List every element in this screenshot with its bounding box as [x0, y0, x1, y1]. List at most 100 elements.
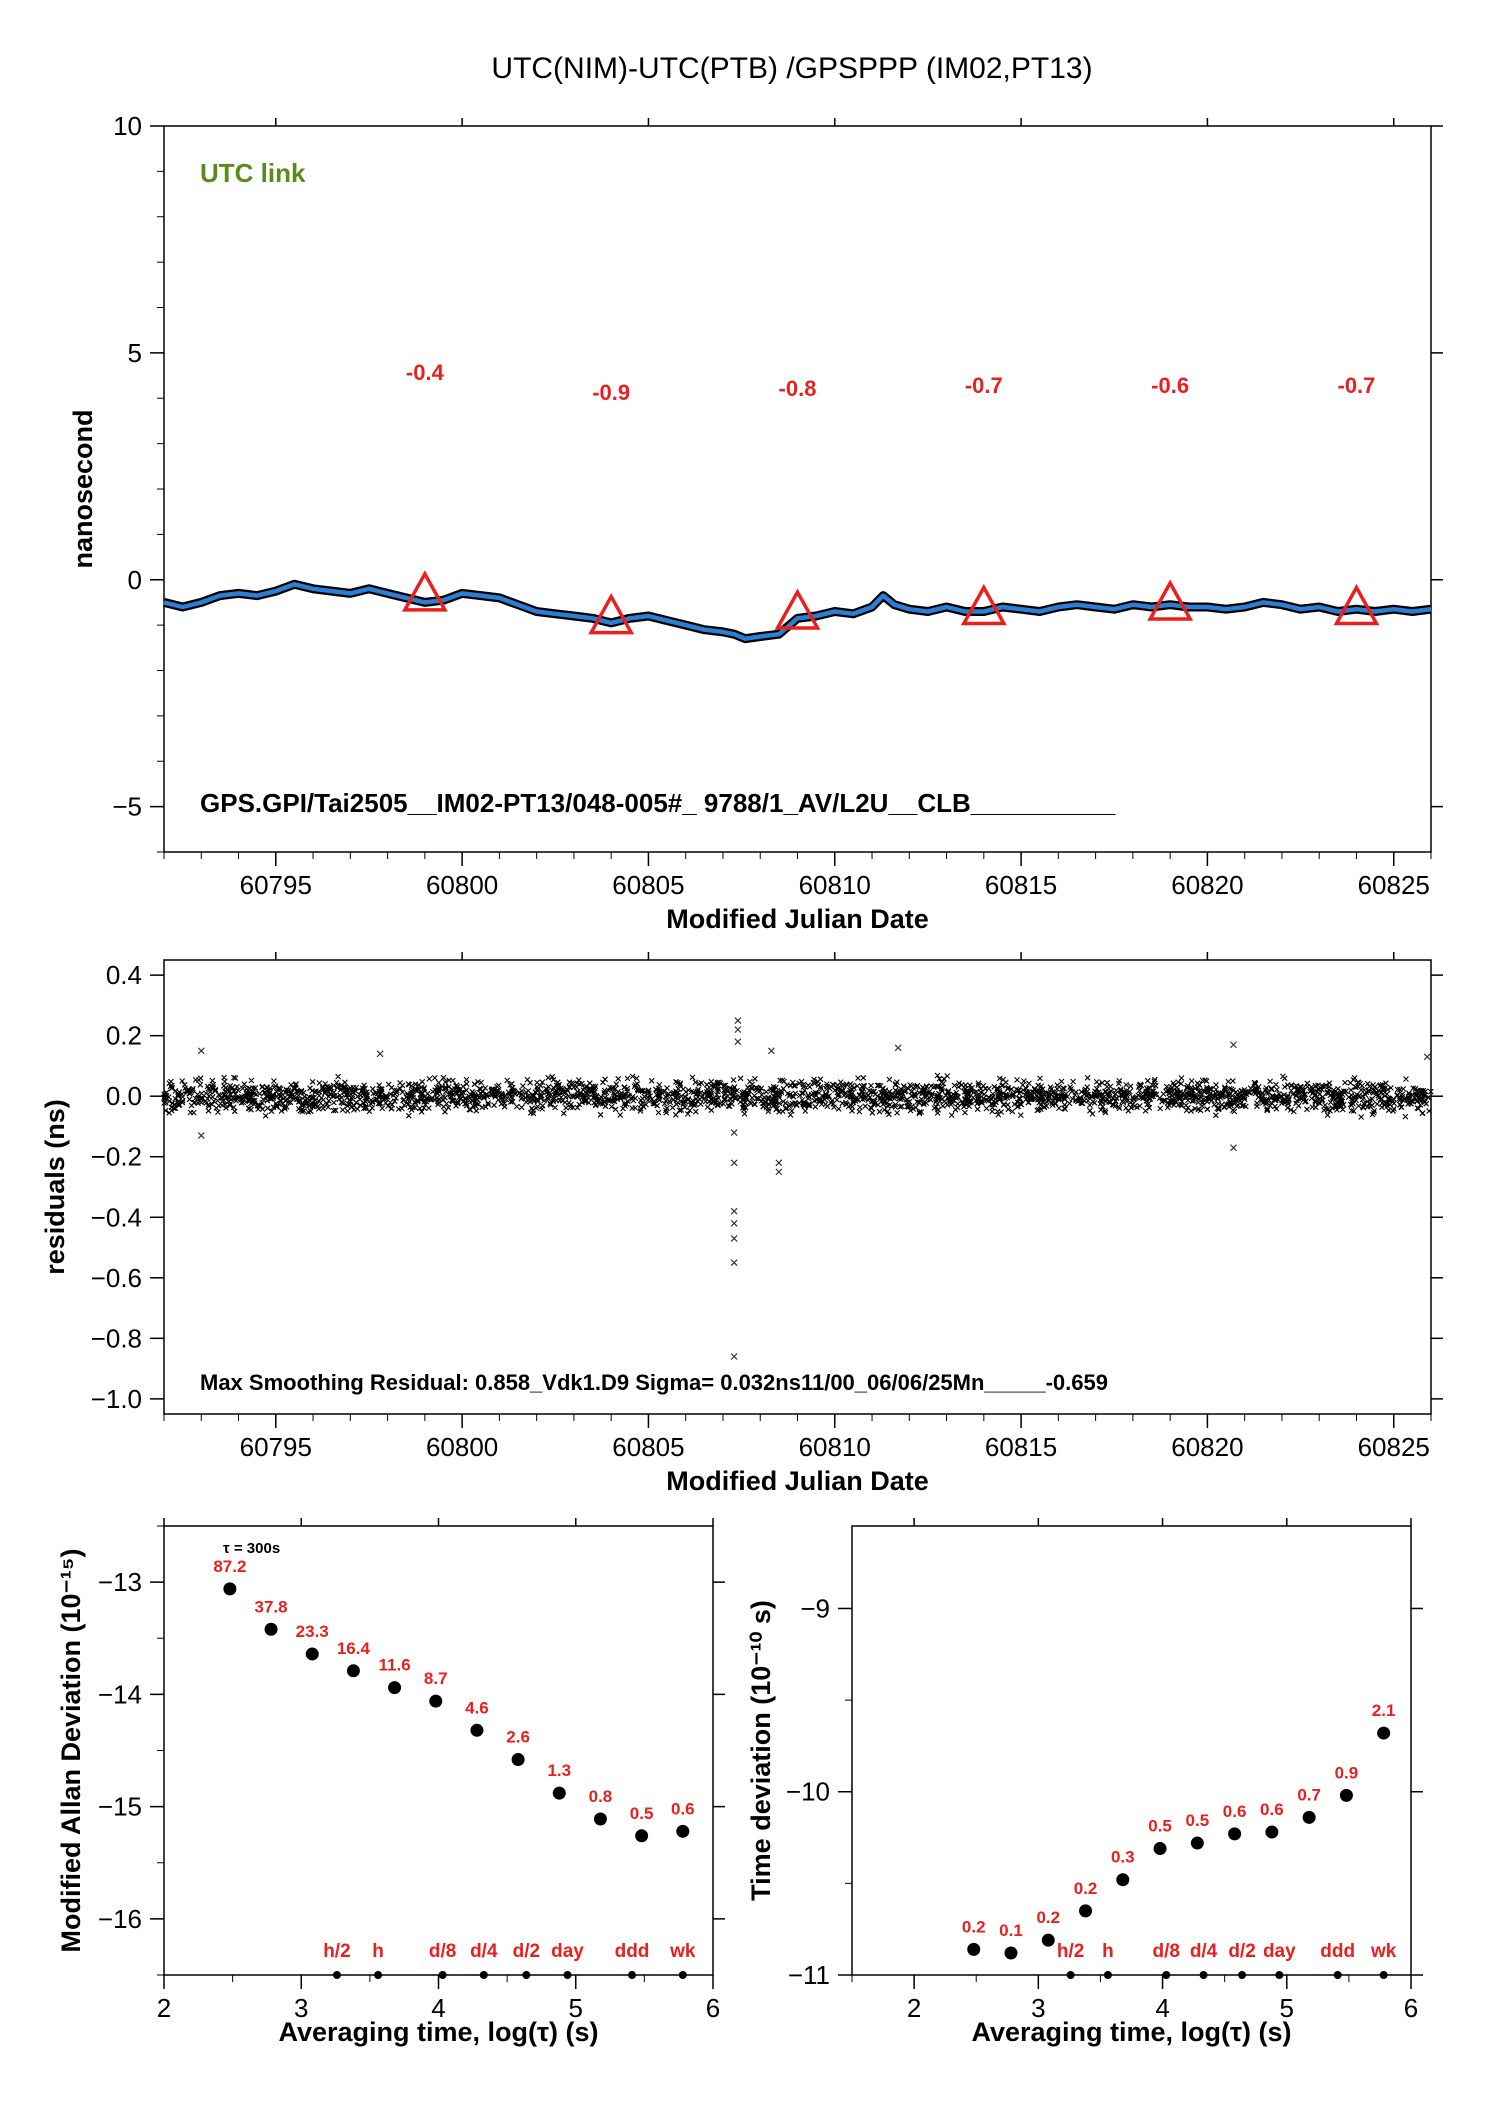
dev-point-label: 0.1 — [999, 1921, 1023, 1940]
dev-point-label: 37.8 — [255, 1597, 288, 1616]
dev-point — [1079, 1904, 1093, 1918]
y-tick-label: −0.2 — [91, 1142, 142, 1172]
ref-mark — [1162, 1971, 1171, 1979]
y-tick-label: 0.0 — [106, 1081, 142, 1111]
dev-point-label: 2.6 — [506, 1727, 530, 1746]
ref-mark — [1199, 1971, 1208, 1979]
x-tick-label: 60795 — [240, 1432, 312, 1462]
ref-mark — [374, 1971, 383, 1979]
ref-mark-label: d/2 — [1228, 1941, 1255, 1962]
y-tick-label: −0.6 — [91, 1263, 142, 1293]
ref-mark — [1275, 1971, 1284, 1979]
ref-mark — [1238, 1971, 1247, 1979]
residual-outlier — [730, 1219, 738, 1227]
marker-label: -0.4 — [406, 360, 445, 385]
x-tick-label: 60805 — [612, 870, 684, 900]
dev-point — [676, 1824, 690, 1838]
dev-point-label: 8.7 — [424, 1669, 448, 1688]
ref-mark — [563, 1971, 572, 1979]
x-tick-label: 6 — [706, 1993, 720, 2023]
x-tick-label: 4 — [431, 1993, 445, 2023]
dev-point — [1116, 1873, 1130, 1887]
dev-point — [593, 1812, 607, 1826]
ref-mark-label: ddd — [615, 1941, 650, 1962]
residual-outlier — [730, 1159, 738, 1167]
x-tick-label: 60825 — [1358, 870, 1430, 900]
marker-triangle — [588, 592, 635, 635]
dev-point-label: 0.5 — [1148, 1817, 1172, 1836]
x-tick-label: 4 — [1155, 1993, 1169, 2023]
dev-point — [470, 1723, 484, 1737]
y-tick-label: −1.0 — [91, 1384, 142, 1414]
ref-mark-label: d/8 — [1153, 1941, 1180, 1962]
dev-point — [388, 1681, 402, 1695]
y-axis-label: Time deviation (10⁻¹⁰ s) — [746, 1600, 776, 1901]
x-tick-label: 60800 — [426, 870, 498, 900]
residual-outlier — [775, 1168, 783, 1176]
dev-point-label: 1.3 — [547, 1761, 571, 1780]
x-tick-label: 60815 — [985, 870, 1057, 900]
y-tick-label: −9 — [800, 1593, 830, 1623]
ref-mark-label: d/2 — [513, 1941, 540, 1962]
ref-mark — [479, 1971, 488, 1979]
residual-outlier — [1423, 1053, 1431, 1061]
residual-outlier — [775, 1159, 783, 1167]
dev-point — [1265, 1825, 1279, 1839]
marker-label: -0.8 — [779, 376, 817, 401]
x-tick-label: 60795 — [240, 870, 312, 900]
dev-point-label: 2.1 — [1372, 1701, 1396, 1720]
ref-mark-label: h/2 — [1057, 1941, 1084, 1962]
dev-point — [1228, 1827, 1242, 1841]
dev-point — [1302, 1810, 1316, 1824]
ref-mark-label: h/2 — [323, 1941, 350, 1962]
series-line — [163, 582, 1432, 641]
residual-info-text: Max Smoothing Residual: 0.858_Vdk1.D9 Si… — [200, 1370, 1108, 1395]
dev-point-label: 0.6 — [1260, 1800, 1284, 1819]
y-tick-label: −5 — [112, 792, 142, 822]
x-tick-label: 5 — [1280, 1993, 1294, 2023]
x-axis-label: Modified Julian Date — [666, 904, 929, 934]
y-tick-label: −13 — [98, 1567, 142, 1597]
residual-outlier — [197, 1132, 205, 1139]
dev-point — [346, 1664, 360, 1678]
residual-outlier — [730, 1129, 738, 1136]
ref-mark-label: day — [551, 1941, 584, 1962]
marker-label: -0.7 — [965, 373, 1003, 398]
ref-mark-label: h — [1102, 1941, 1114, 1962]
dev-point — [223, 1582, 237, 1596]
y-tick-label: 0 — [128, 565, 142, 595]
y-tick-label: 0.4 — [106, 960, 142, 990]
ref-mark — [438, 1971, 447, 1979]
plot-frame — [851, 1525, 1412, 1976]
y-tick-label: −15 — [98, 1792, 142, 1822]
residual-outlier — [734, 1026, 742, 1034]
y-tick-label: 10 — [113, 111, 142, 141]
ref-mark-label: day — [1263, 1941, 1296, 1962]
dev-point-label: 0.2 — [962, 1917, 986, 1936]
residuals-panel: 60795 60800 60805 60810 60815 60820 60825 −1.0 −… — [40, 952, 1443, 1496]
residual-outlier — [767, 1047, 775, 1055]
y-axis-label: residuals (ns) — [40, 1099, 70, 1275]
dev-point-label: 0.2 — [1036, 1908, 1060, 1927]
ref-mark-label: wk — [1370, 1941, 1397, 1962]
y-tick-label: −16 — [98, 1904, 142, 1934]
ref-mark-label: h — [372, 1941, 384, 1962]
top-panel: 60795 60800 60805 60810 60815 60820 60825 −5 0 5 1… — [68, 111, 1443, 934]
y-tick-label: 0.2 — [106, 1021, 142, 1051]
marker-triangle — [1333, 583, 1380, 626]
tau-label: τ = 300s — [223, 1540, 280, 1557]
x-tick-label: 60810 — [799, 1432, 871, 1462]
dev-point — [1377, 1726, 1391, 1740]
x-tick-label: 60805 — [612, 1432, 684, 1462]
dev-point-label: 0.6 — [1223, 1802, 1247, 1821]
link-info-text: GPS.GPI/Tai2505__IM02-PT13/048-005#_ 978… — [200, 788, 1116, 818]
ref-mark-label: wk — [669, 1941, 696, 1962]
x-tick-label: 6 — [1404, 1993, 1418, 2023]
plot-frame — [163, 959, 1432, 1415]
dev-point-label: 0.3 — [1111, 1848, 1135, 1867]
dev-point — [1153, 1842, 1167, 1856]
residual-outlier — [730, 1259, 738, 1267]
ref-mark — [1066, 1971, 1075, 1979]
marker-label: -0.7 — [1338, 373, 1376, 398]
dev-point — [1041, 1933, 1055, 1947]
